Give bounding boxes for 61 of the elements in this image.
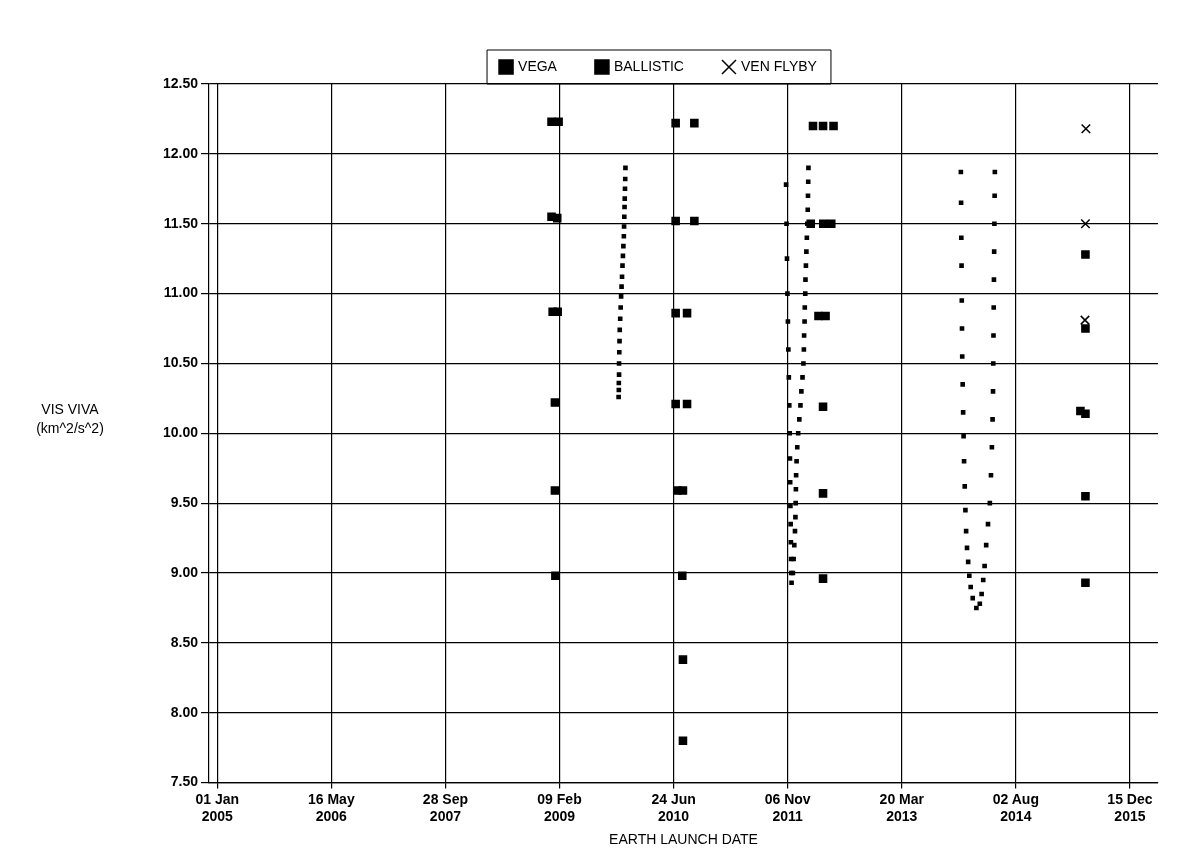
x-tick-label: 24 Jun 2010: [651, 790, 696, 824]
point: [671, 118, 680, 128]
point: [1081, 324, 1090, 333]
x-tick-label: 20 Mar 2013: [879, 790, 925, 824]
x-tick-label: 15 Dec 2015: [1107, 790, 1153, 824]
point: [690, 118, 699, 128]
y-tick-label: 11.00: [163, 284, 199, 301]
legend-label: BALLISTIC: [613, 57, 684, 74]
point: [677, 571, 687, 581]
point: [671, 216, 680, 226]
y-axis-title: VIS VIVA (km^2/s^2): [35, 400, 105, 438]
point: [818, 574, 828, 583]
point: [671, 399, 680, 409]
point: [1081, 409, 1090, 419]
y-tick-label: 12.00: [162, 144, 199, 161]
point: [552, 213, 562, 223]
point: [554, 117, 563, 127]
point: [826, 219, 836, 229]
point: [678, 486, 688, 495]
point: [678, 655, 688, 664]
point: [550, 398, 560, 407]
point: [818, 121, 828, 131]
point: [1081, 578, 1090, 588]
point: [1081, 250, 1090, 259]
point: [829, 121, 838, 131]
x-tick-label: 09 Feb 2009: [537, 790, 582, 824]
point: [818, 489, 828, 498]
y-tick-label: 10.00: [162, 424, 199, 441]
point: [806, 219, 816, 229]
point: [1080, 123, 1091, 134]
y-tick-label: 9.00: [170, 563, 199, 580]
legend-label: VEN FLYBY: [740, 57, 818, 74]
y-tick-label: 11.50: [163, 214, 199, 231]
point: [550, 486, 560, 495]
point: [682, 399, 692, 409]
x-axis-title: EARTH LAUNCH DATE: [609, 831, 758, 848]
point: [678, 736, 688, 745]
point: [808, 121, 818, 131]
point: [821, 311, 830, 321]
y-tick-label: 10.50: [162, 354, 199, 371]
point: [553, 307, 562, 317]
point: [551, 571, 560, 581]
point: [1081, 491, 1090, 501]
point: [671, 308, 680, 318]
point: [818, 402, 828, 412]
x-tick-label: 16 May 2006: [307, 790, 355, 824]
x-tick-label: 28 Sep 2007: [422, 790, 468, 824]
point: [818, 219, 828, 229]
y-tick-label: 8.50: [170, 633, 199, 650]
point: [690, 216, 699, 226]
x-tick-label: 06 Nov 2011: [764, 790, 811, 824]
y-tick-label: 7.50: [170, 773, 199, 790]
legend-label: VEGA: [518, 57, 558, 74]
point: [1079, 315, 1090, 326]
x-tick-label: 01 Jan 2005: [195, 790, 240, 824]
x-tick-label: 02 Aug 2014: [992, 790, 1039, 824]
y-tick-label: 12.50: [162, 74, 199, 91]
y-tick-label: 8.00: [170, 703, 199, 720]
point: [682, 308, 692, 318]
point: [1080, 218, 1091, 229]
y-tick-label: 9.50: [170, 494, 199, 511]
